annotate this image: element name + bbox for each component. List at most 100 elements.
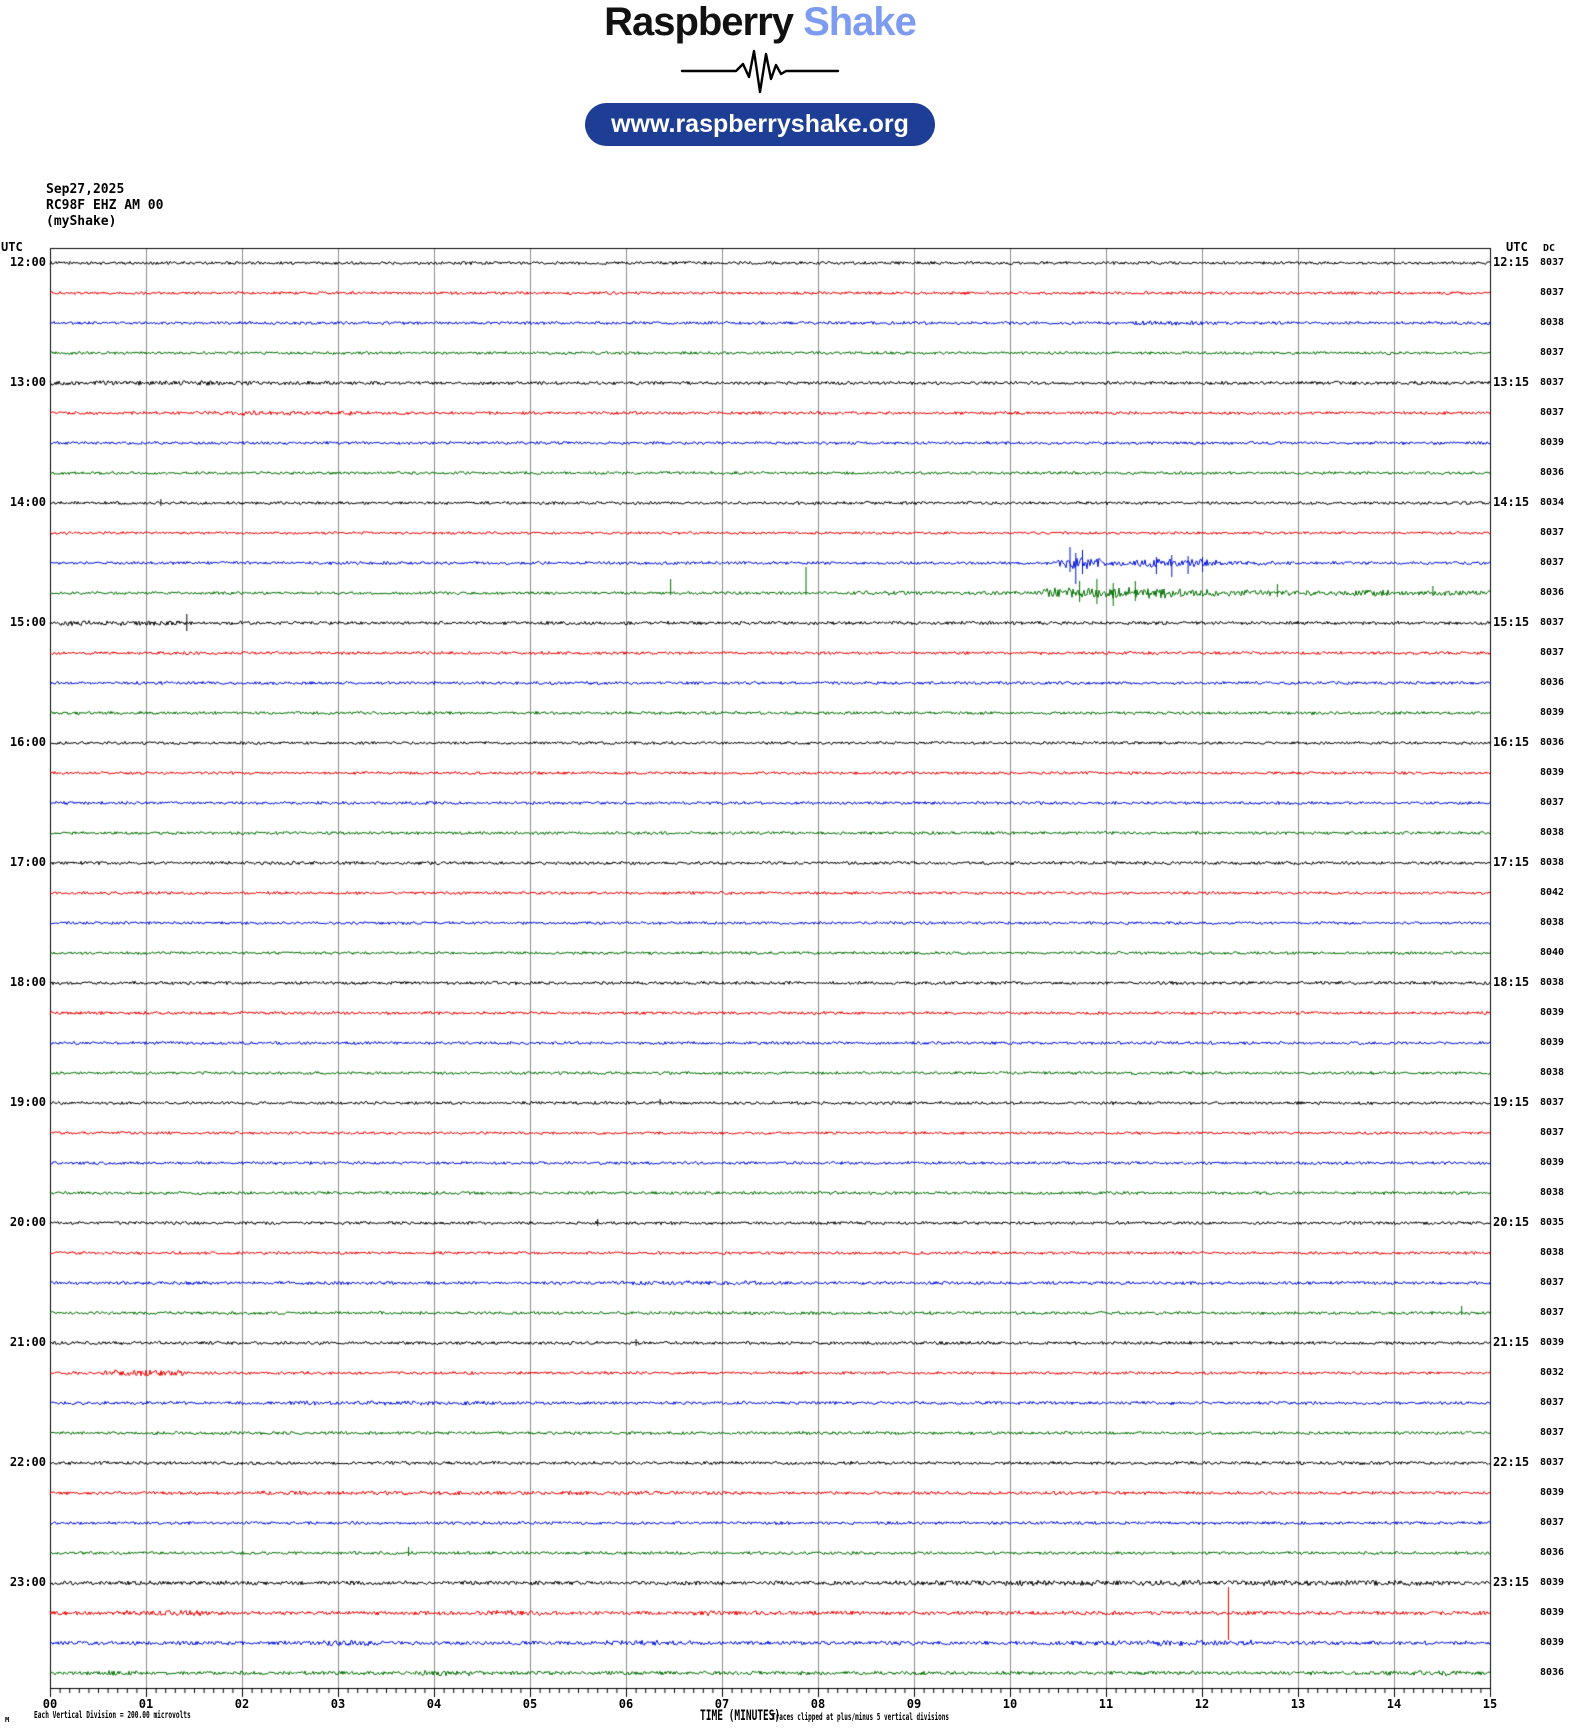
dc-value: 8037 [1540, 1427, 1565, 1438]
hour-label-left: 12:00 [9, 255, 46, 269]
dc-value: 8039 [1540, 1487, 1565, 1498]
dc-value: 8038 [1540, 857, 1565, 868]
vertical-division-note: Each Vertical Division = 200.00 microvol… [34, 1710, 191, 1721]
dc-value: 8039 [1540, 1037, 1565, 1048]
hour-label-right: 20:15 [1493, 1215, 1530, 1229]
hour-label-left: 20:00 [9, 1215, 46, 1229]
minute-tick-label: 11 [1098, 1697, 1114, 1711]
dc-value: 8035 [1540, 1217, 1565, 1228]
dc-value: 8040 [1540, 947, 1565, 958]
hour-label-right: 14:15 [1493, 495, 1530, 509]
hour-label-left: 14:00 [9, 495, 46, 509]
hour-label-left: 16:00 [9, 735, 46, 749]
hour-label-left: 17:00 [9, 855, 46, 869]
utc-label-left: UTC [1, 240, 23, 254]
dc-value: 8038 [1540, 977, 1565, 988]
dc-value: 8036 [1540, 1667, 1565, 1678]
minute-tick-label: 00 [42, 1697, 58, 1711]
dc-value: 8037 [1540, 1397, 1565, 1408]
dc-value: 8037 [1540, 1457, 1565, 1468]
dc-value: 8037 [1540, 377, 1565, 388]
dc-value: 8037 [1540, 1517, 1565, 1528]
dc-value: 8039 [1540, 1007, 1565, 1018]
dc-value: 8039 [1540, 437, 1565, 448]
minute-tick-label: 15 [1482, 1697, 1498, 1711]
hour-label-right: 22:15 [1493, 1455, 1530, 1469]
hour-label-right: 18:15 [1493, 975, 1530, 989]
hour-label-right: 16:15 [1493, 735, 1530, 749]
hour-label-left: 19:00 [9, 1095, 46, 1109]
minute-tick-label: 07 [714, 1697, 730, 1711]
dc-value: 8037 [1540, 257, 1565, 268]
dc-value: 8037 [1540, 797, 1565, 808]
dc-value: 8039 [1540, 1577, 1565, 1588]
dc-value: 8038 [1540, 317, 1565, 328]
minute-tick-label: 12 [1194, 1697, 1210, 1711]
dc-value: 8037 [1540, 407, 1565, 418]
minute-tick-label: 02 [234, 1697, 250, 1711]
dc-value: 8037 [1540, 347, 1565, 358]
dc-value: 8042 [1540, 887, 1565, 898]
dc-value: 8038 [1540, 1067, 1565, 1078]
hour-label-right: 15:15 [1493, 615, 1530, 629]
dc-value: 8037 [1540, 647, 1565, 658]
clip-note: Traces clipped at plus/minus 5 vertical … [772, 1712, 950, 1723]
station-code: RC98F EHZ AM 00 [46, 198, 164, 213]
station-name: (myShake) [46, 214, 117, 229]
dc-value: 8032 [1540, 1367, 1565, 1378]
dc-value: 8038 [1540, 1187, 1565, 1198]
minute-tick-label: 06 [618, 1697, 634, 1711]
dc-column-header: DC [1543, 243, 1556, 254]
dc-value: 8037 [1540, 557, 1565, 568]
hour-label-left: 18:00 [9, 975, 46, 989]
hour-label-right: 19:15 [1493, 1095, 1530, 1109]
dc-value: 8036 [1540, 677, 1565, 688]
minute-tick-label: 10 [1002, 1697, 1018, 1711]
dc-value: 8037 [1540, 1307, 1565, 1318]
minute-tick-label: 01 [138, 1697, 154, 1711]
dc-value: 8039 [1540, 1637, 1565, 1648]
x-axis-title: TIME (MINUTES) [700, 1708, 781, 1724]
hour-label-left: 13:00 [9, 375, 46, 389]
utc-label-right: UTC [1506, 240, 1528, 254]
hour-label-right: 17:15 [1493, 855, 1530, 869]
dc-value: 8037 [1540, 1127, 1565, 1138]
station-date: Sep27,2025 [46, 182, 125, 197]
dc-value: 8036 [1540, 467, 1565, 478]
dc-value: 8039 [1540, 1157, 1565, 1168]
dc-value: 8036 [1540, 737, 1565, 748]
dc-value: 8039 [1540, 767, 1565, 778]
hour-label-left: 22:00 [9, 1455, 46, 1469]
dc-value: 8036 [1540, 587, 1565, 598]
hour-label-left: 15:00 [9, 615, 46, 629]
hour-label-right: 13:15 [1493, 375, 1530, 389]
minute-tick-label: 05 [522, 1697, 538, 1711]
dc-value: 8037 [1540, 1097, 1565, 1108]
dc-value: 8039 [1540, 1337, 1565, 1348]
minute-tick-label: 08 [810, 1697, 826, 1711]
minute-tick-label: 14 [1386, 1697, 1402, 1711]
hour-label-right: 12:15 [1493, 255, 1530, 269]
dc-value: 8039 [1540, 707, 1565, 718]
dc-value: 8037 [1540, 1277, 1565, 1288]
hour-label-left: 23:00 [9, 1575, 46, 1589]
minute-tick-label: 03 [330, 1697, 346, 1711]
dc-value: 8037 [1540, 287, 1565, 298]
minute-tick-label: 04 [426, 1697, 442, 1711]
minute-tick-label: 09 [906, 1697, 922, 1711]
hour-label-right: 23:15 [1493, 1575, 1530, 1589]
dc-value: 8037 [1540, 527, 1565, 538]
dc-value: 8038 [1540, 917, 1565, 928]
dc-value: 8034 [1540, 497, 1565, 508]
dc-value: 8037 [1540, 617, 1565, 628]
corner-mark: M [5, 1716, 10, 1724]
dc-value: 8038 [1540, 827, 1565, 838]
hour-label-right: 21:15 [1493, 1335, 1530, 1349]
station-info: Sep27,2025 RC98F EHZ AM 00 (myShake) [46, 182, 163, 230]
dc-value: 8039 [1540, 1607, 1565, 1618]
hour-label-left: 21:00 [9, 1335, 46, 1349]
dc-value: 8036 [1540, 1547, 1565, 1558]
minute-tick-label: 13 [1290, 1697, 1306, 1711]
